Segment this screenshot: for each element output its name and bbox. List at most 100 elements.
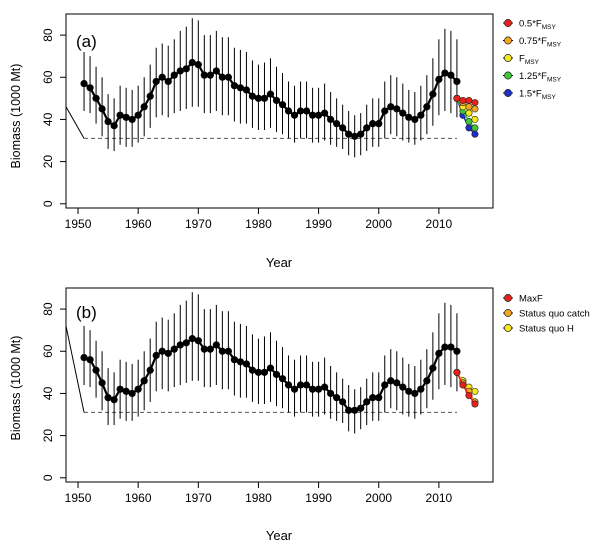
panel-b-biomass-point [417,385,425,393]
panel-b-biomass-point [272,370,281,379]
panel-b-biomass-point [453,347,461,355]
panel-a-legend-marker [504,71,512,80]
panel-a-biomass-point [146,92,154,100]
panel-a-confidence-intervals [83,18,458,158]
panel-a-projection-point [459,96,467,104]
panel-a-biomass-point [260,94,269,102]
panel-b-legend: MaxF Status quo catch Status quo H [503,294,590,335]
panel-a-reference-line [65,106,457,139]
panel-b-biomass-point [381,381,389,389]
panel-b-label: (b) [76,303,97,322]
panel-a-projection-point [471,99,479,107]
panel-a-biomass-point [128,115,136,124]
panel-b-initial-trend-line [65,325,85,413]
panel-b-projection-point [459,381,467,389]
panel-a-biomass-point [302,107,311,115]
panel-b-biomass-point [339,398,347,406]
panel-a-y-tick-label: 0 [41,200,55,207]
panel-a-projection-point [471,130,479,138]
panel-b-biomass-point [182,339,190,347]
panel-a-biomass-point [80,79,88,88]
panel-b-biomass-point [405,387,413,395]
panel-b-reference-line [65,325,457,413]
panel-b-y-tick-label: 40 [41,386,55,400]
panel-b-legend-label: MaxF [519,294,543,305]
panel-a-biomass-point [339,124,347,132]
panel-b-legend-marker [504,324,512,332]
panel-b-biomass-point [290,385,299,393]
panel-b-biomass-point [158,347,166,355]
panel-a-biomass-point [417,111,425,119]
panel-b-biomass-point [80,353,88,362]
panel-a-legend-subscript: MSY [542,94,557,101]
panel-a-biomass-point [405,113,413,121]
panel-a-biomass-point [387,103,395,111]
panel-a-biomass-point [296,107,305,115]
panel-b-biomass-point [128,389,136,398]
panel-b-projection-point [471,387,479,395]
panel-a-biomass-point [429,90,437,98]
panel-b-legend-label: Status quo H [519,324,574,335]
panel-b-projection-point [453,368,461,376]
panel-a-biomass-point [381,107,389,115]
panel-b-biomass-point [116,385,124,393]
panel-a-biomass-point [447,71,455,79]
panel-b-biomass-point [302,381,311,389]
panel-a-biomass-point [321,109,329,117]
panel-b-x-tick-label: 1980 [245,491,272,505]
panel-b-biomass-point [242,360,251,368]
panel-a-biomass-point [369,120,377,128]
panel-b-biomass-point [200,345,208,353]
panel-a-x-tick-label: 1950 [65,217,92,231]
panel-b-legend-label: Status quo catch [519,309,590,320]
panel-a-legend-label: FMSY [519,54,540,67]
panel-b-biomass-point [206,345,214,353]
panel-b-projections [453,368,479,408]
panel-a-y-tick-label: 40 [41,112,55,126]
panel-a-projection-point [465,109,473,117]
panel-b-biomass-point [224,347,232,355]
panel-a-biomass-point [200,71,208,79]
panel-a-biomass-point [116,111,124,119]
panel-b-biomass-point [92,366,100,374]
panel-a-biomass-point [266,90,275,98]
panel-a-projection-point [465,124,473,132]
panel-a-legend-subscript: MSY [547,77,562,84]
panel-b-x-tick-label: 1990 [305,491,332,505]
panel-a-legend-marker [504,89,512,97]
panel-a-x-tick-label: 2010 [426,217,453,231]
panel-a-biomass-point [122,113,130,121]
panel-a-biomass-point [423,103,431,111]
panel-a-legend-label: 1.5*FMSY [519,89,556,102]
panel-a-biomass-point [435,75,443,83]
panel-a-biomass-point [351,132,359,140]
panel-a-biomass-point [158,73,166,81]
panel-a-legend-subscript: MSY [542,24,557,31]
panel-b-biomass-point [321,383,329,391]
panel-a-legend-label: 1.25*FMSY [519,71,562,84]
panel-b-biomass-point [134,385,142,393]
panel-b-x-tick-label: 1960 [125,491,152,505]
panel-a-projection-point [471,105,479,113]
panel-a-biomass-point [212,67,220,75]
panel-a-legend-marker [504,54,512,62]
panel-a-x-tick-label: 1990 [305,217,332,231]
panel-a-biomass-point [327,115,335,124]
panel-a-biomass-point [98,105,106,113]
panel-a-x-tick-label: 1980 [245,217,272,231]
panel-b-biomass-point [248,366,257,374]
panel-b-biomass-point [98,379,106,387]
panel-b-biomass-point [399,383,407,391]
panel-a-legend-subscript: MSY [525,59,540,66]
panel-a-biomass-point [308,111,317,119]
panel-a-biomass-point [272,96,281,105]
panel-b-biomass-point [188,335,196,343]
panel-a-initial-trend-line [65,106,85,139]
panel-b-biomass-point [284,381,293,389]
panel-a-biomass-point [104,117,112,126]
panel-a-biomass-point [236,84,245,92]
panel-b-y-tick-label: 0 [41,474,55,481]
panel-b-biomass-point [296,381,305,389]
panel-b-biomass-point [266,364,275,372]
panel-a-biomass-point [92,94,100,102]
